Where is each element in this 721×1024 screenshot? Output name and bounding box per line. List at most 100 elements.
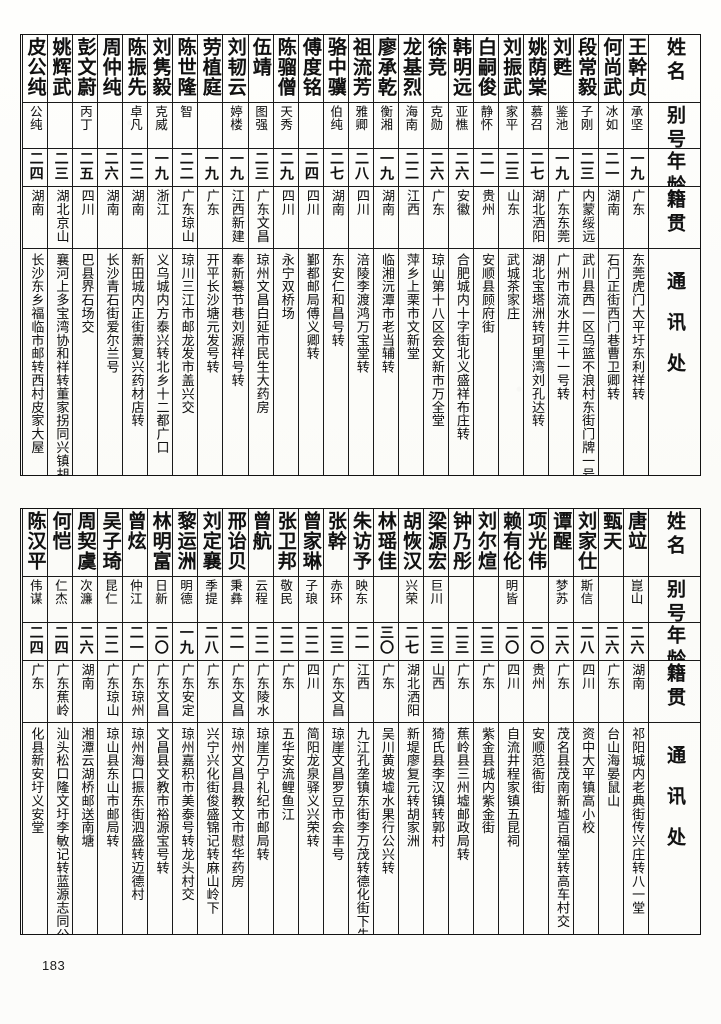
entry-alias: 家平	[503, 105, 519, 131]
entry-name: 何恺	[49, 511, 72, 551]
entry-address: 五华安流鲤鱼江	[278, 727, 294, 821]
entry-alias-cell: 兴荣	[398, 577, 423, 623]
entry-address-cell: 安顺县顾府街	[474, 249, 498, 475]
entry-age: 二四	[27, 151, 44, 181]
entry-alias: 斯信	[578, 579, 594, 605]
entry-address-cell: 安顺范衙街	[524, 723, 548, 934]
entry-name: 谭醒	[550, 511, 573, 551]
entry-name-cell: 邢诒贝	[223, 509, 248, 577]
entry-region-cell: 广东	[198, 661, 223, 723]
entry-age-cell: 二八	[348, 149, 373, 187]
entry-age: 二九	[277, 151, 294, 181]
entry-address: 紫金县城内紫金街	[478, 727, 494, 835]
entry-age-cell: 二四	[23, 149, 48, 187]
entry-name: 段常毅	[575, 37, 598, 97]
entry-age: 二四	[302, 151, 319, 181]
header-region-cell: 籍贯	[649, 187, 700, 249]
entry-alias: 承坚	[628, 105, 644, 131]
entry-name: 林明富	[149, 511, 172, 571]
entry-region-cell: 湖南	[623, 661, 648, 723]
entry-region: 广东	[203, 189, 219, 216]
entry-name: 陈骝僧	[274, 37, 297, 97]
entry-address: 长沙东乡福临市邮转西村皮家大屋	[28, 253, 44, 454]
entry-age-cell: 一九	[548, 149, 573, 187]
entry-age: 二二	[127, 151, 144, 181]
entry-alias: 克勋	[428, 105, 444, 131]
entry-alias: 鉴池	[553, 105, 569, 131]
entry-address: 东安仁和昌号转	[328, 253, 344, 347]
entry-address-cell: 猗氏县李汉镇转郭村	[424, 723, 448, 934]
entry-alias-cell	[198, 103, 223, 149]
entry-age-cell: 二四	[298, 149, 323, 187]
entry-address-cell: 紫金县城内紫金街	[474, 723, 498, 934]
entry-address: 长沙青石街爱尔兰号	[103, 253, 119, 374]
entry-alias: 仁杰	[52, 579, 68, 605]
entry-address: 琼川三江市邮龙发市盖兴交	[178, 253, 194, 414]
entry-address: 武川县西一区乌篮不浪村东街门牌一号	[579, 253, 595, 475]
entry-age-cell: 二三	[48, 149, 73, 187]
entry-name: 刘定襄	[199, 511, 222, 571]
entry-age: 二六	[428, 151, 445, 181]
entry-alias-cell: 仲江	[123, 577, 148, 623]
entry-region-cell: 湖南	[73, 661, 98, 723]
page-number: 183	[42, 958, 66, 973]
entry-address: 简阳龙泉驿义兴荣转	[303, 727, 319, 848]
entry-alias-cell: 敬民	[273, 577, 298, 623]
entry-alias-cell: 婷楼	[223, 103, 248, 149]
entry-name-cell: 廖承乾	[373, 35, 398, 103]
entry-region: 广东陵水	[253, 663, 269, 717]
register-entry: 韩明远 亚樵 二六 安徽 合肥城内十字街北义盛祥布庄转	[447, 35, 473, 475]
entry-region: 广东琼山	[178, 189, 194, 243]
entry-address-cell: 武川县西一区乌篮不浪村东街门牌一号	[574, 249, 598, 475]
entry-region: 湖北洒阳	[529, 189, 545, 243]
entry-age-cell: 一九	[173, 623, 198, 661]
register-entry: 刘隽毅 克威 一九 浙江 义乌城内方泰兴转北乡十二都广口	[147, 35, 173, 475]
entry-age-cell: 三〇	[373, 623, 398, 661]
entry-address: 琼州嘉积市美泰号转龙头村交	[178, 727, 194, 902]
entry-address-cell: 茂名县茂南新墟百福堂转高车村交	[549, 723, 573, 934]
entry-address: 临湘沅潭市老当辅转	[378, 253, 394, 374]
header-name: 姓名	[663, 37, 686, 85]
header-name: 姓名	[663, 511, 686, 559]
entry-alias-cell: 冰如	[598, 103, 623, 149]
entry-name-cell: 谭醒	[548, 509, 573, 577]
entry-age-cell: 二一	[123, 623, 148, 661]
entry-age-cell: 二一	[473, 149, 498, 187]
entry-region-cell: 广东	[23, 661, 48, 723]
entry-alias-cell: 承坚	[623, 103, 648, 149]
header-age: 年龄	[663, 151, 686, 187]
entry-age-cell: 二二	[123, 149, 148, 187]
register-entry: 赖有伦 明皆 二〇 四川 自流井程家镇五昆祠	[497, 509, 523, 934]
entry-region-cell: 四川	[298, 187, 323, 249]
register-entry: 钟乃彤 二三 广东 蕉岭县三州墟邮政局转	[447, 509, 473, 934]
entry-address-cell: 开平长沙塘元发号转	[198, 249, 222, 475]
entry-name-cell: 张幹	[323, 509, 348, 577]
entry-age-cell: 二六	[423, 149, 448, 187]
entry-address-cell: 永宁双桥场	[274, 249, 298, 475]
entry-age: 二六	[603, 625, 620, 655]
header-address-cell: 通讯处	[649, 249, 700, 475]
register-entry: 王幹贞 承坚 一九 广东 东莞虎门大平圩东利祥转	[622, 35, 648, 475]
register-entry: 胡恢汉 兴荣 二七 湖北洒阳 新堤廖复元转胡家洲	[397, 509, 423, 934]
entry-age: 二七	[327, 151, 344, 181]
entry-name: 彭文蔚	[74, 37, 97, 97]
entry-age: 一九	[227, 151, 244, 181]
entry-age: 二六	[102, 151, 119, 181]
register-entry: 刘韧云 婷楼 一九 江西新建 奉新簒节巷刘源祥号转	[222, 35, 248, 475]
entry-address-cell: 文昌县文教市裕源宝号转	[148, 723, 172, 934]
entry-address: 琼山县东山市邮局转	[103, 727, 119, 848]
entry-address-cell: 兴宁兴化街俊盛锦记转麻山岭下	[198, 723, 222, 934]
entry-alias: 明皆	[503, 579, 519, 605]
entry-alias: 公纯	[27, 105, 43, 131]
entry-age-cell: 二〇	[523, 623, 548, 661]
entry-region-cell: 广东	[548, 661, 573, 723]
entry-age-cell: 二〇	[148, 623, 173, 661]
entry-address-cell: 化县新安圩义安堂	[23, 723, 47, 934]
entry-age-cell: 二一	[223, 623, 248, 661]
entry-age: 二一	[478, 151, 495, 181]
entry-region-cell: 安徽	[448, 187, 473, 249]
entry-name-cell: 周契虞	[73, 509, 98, 577]
entry-age: 二三	[327, 625, 344, 655]
entry-address-cell: 新堤廖复元转胡家洲	[399, 723, 423, 934]
header-alias: 别号	[663, 105, 686, 149]
